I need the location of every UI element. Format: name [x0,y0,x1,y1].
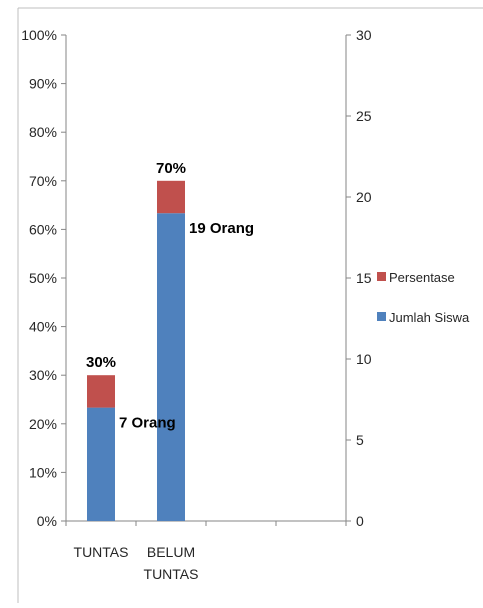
left-axis-tick-label: 20% [29,416,57,432]
data-label-jumlah-siswa: 19 Orang [189,220,254,237]
left-axis-tick-label: 50% [29,270,57,286]
data-label-persentase: 70% [156,160,186,177]
left-axis-tick-label: 90% [29,76,57,92]
axes-layer: 0% 10% 20% 30% 40% 50% 60% 70% 80% 90% 100% 0 5 10 15 2… [21,27,372,582]
legend-swatch-jumlah-siswa [377,312,386,321]
left-axis-tick-label: 70% [29,173,57,189]
bars-layer [87,180,185,521]
right-axis-tick-label: 0 [356,513,364,529]
x-axis-category-label: TUNTAS [74,544,129,560]
right-axis-tick-label: 25 [356,108,372,124]
x-axis-category-label: TUNTAS [144,566,199,582]
legend: Persentase Jumlah Siswa [377,270,470,325]
bar-jumlah-siswa [157,213,185,521]
right-axis-tick-label: 10 [356,351,372,367]
legend-swatch-persentase [377,272,386,281]
legend-label-persentase: Persentase [389,270,455,285]
left-axis-tick-label: 60% [29,221,57,237]
right-axis-tick-label: 15 [356,270,372,286]
data-labels-layer: 30% 7 Orang 70% 19 Orang [86,160,254,432]
right-axis-tick-label: 5 [356,432,364,448]
left-axis-tick-label: 10% [29,464,57,480]
data-label-jumlah-siswa: 7 Orang [119,415,176,432]
data-label-persentase: 30% [86,354,116,371]
left-axis-tick-label: 80% [29,124,57,140]
left-axis-tick-label: 40% [29,319,57,335]
left-axis-tick-label: 0% [37,513,57,529]
bar-persentase [157,180,185,214]
left-axis-tick-label: 30% [29,367,57,383]
x-axis-category-label: BELUM [147,544,195,560]
left-axis-tick-label: 100% [21,27,57,43]
right-axis-tick-label: 30 [356,27,372,43]
right-axis-tick-label: 20 [356,189,372,205]
legend-label-jumlah-siswa: Jumlah Siswa [389,310,470,325]
bar-jumlah-siswa [87,407,115,521]
bar-persentase [87,375,115,408]
